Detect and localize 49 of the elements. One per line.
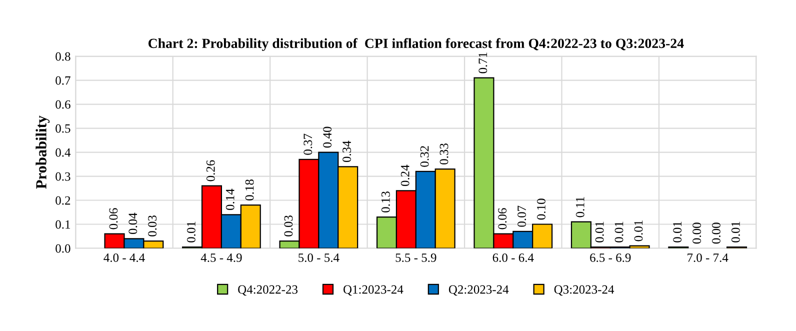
legend-label: Q1:2023-24 bbox=[344, 285, 404, 296]
data-label: 0.06 bbox=[109, 208, 118, 230]
data-label: 0.03 bbox=[148, 215, 157, 236]
legend-label: Q4:2022-23 bbox=[238, 285, 298, 296]
data-label: 0.03 bbox=[284, 215, 293, 236]
data-label: 0.01 bbox=[186, 222, 196, 242]
data-label: 0.01 bbox=[595, 222, 604, 242]
data-label: 0.18 bbox=[245, 179, 254, 200]
data-label: 0.37 bbox=[304, 134, 312, 155]
data-label: 0.24 bbox=[400, 164, 410, 186]
data-label: 0.11 bbox=[576, 197, 584, 218]
x-tick-label: 4.0 - 4.4 bbox=[104, 253, 145, 262]
data-label: 0.04 bbox=[128, 212, 138, 234]
y-tick-label: 0.2 bbox=[56, 196, 70, 205]
x-tick-label: 6.5 - 6.9 bbox=[590, 254, 631, 262]
y-tick-label: 0.0 bbox=[56, 244, 70, 253]
y-tick-label: 0.6 bbox=[56, 100, 70, 109]
legend-label: Q2:2023-24 bbox=[448, 285, 509, 296]
x-tick-label: 5.0 - 5.4 bbox=[298, 253, 340, 262]
y-axis-title: Probability bbox=[36, 116, 50, 189]
x-tick-label: 4.5 - 4.9 bbox=[200, 254, 242, 262]
data-label: 0.34 bbox=[342, 140, 352, 162]
y-tick-label: 0.5 bbox=[56, 124, 70, 133]
data-label: 0.33 bbox=[440, 144, 448, 164]
y-tick-label: 0.3 bbox=[56, 172, 70, 181]
y-tick-label: 0.8 bbox=[56, 52, 70, 61]
data-label: 0.06 bbox=[498, 208, 507, 230]
x-tick-label: 6.0 - 6.4 bbox=[492, 253, 534, 262]
data-label: 0.00 bbox=[712, 222, 720, 244]
data-label: 0.01 bbox=[673, 222, 682, 242]
data-label: 0.01 bbox=[634, 220, 643, 242]
y-tick-label: 0.1 bbox=[56, 220, 70, 229]
data-label: 0.01 bbox=[731, 222, 740, 242]
data-label: 0.00 bbox=[692, 222, 702, 244]
data-label: 0.01 bbox=[614, 222, 624, 242]
data-label: 0.10 bbox=[536, 198, 546, 220]
data-label: 0.71 bbox=[478, 52, 488, 74]
data-label: 0.40 bbox=[323, 126, 332, 148]
legend-label: Q3:2023-24 bbox=[554, 285, 614, 296]
x-tick-label: 5.5 - 5.9 bbox=[396, 254, 436, 262]
x-tick-label: 7.0 - 7.4 bbox=[688, 253, 728, 262]
y-tick-label: 0.4 bbox=[56, 148, 71, 157]
data-label: 0.26 bbox=[206, 160, 215, 182]
data-label: 0.32 bbox=[420, 146, 429, 167]
data-label: 0.07 bbox=[518, 206, 526, 227]
chart-title: Chart 2: Probability distribution of CPI inflation forecast from Q4:2022-23 to Q3:2023-24 bbox=[148, 38, 684, 51]
y-tick-label: 0.7 bbox=[56, 76, 70, 85]
data-label: 0.14 bbox=[226, 188, 234, 210]
data-label: 0.13 bbox=[381, 192, 390, 212]
